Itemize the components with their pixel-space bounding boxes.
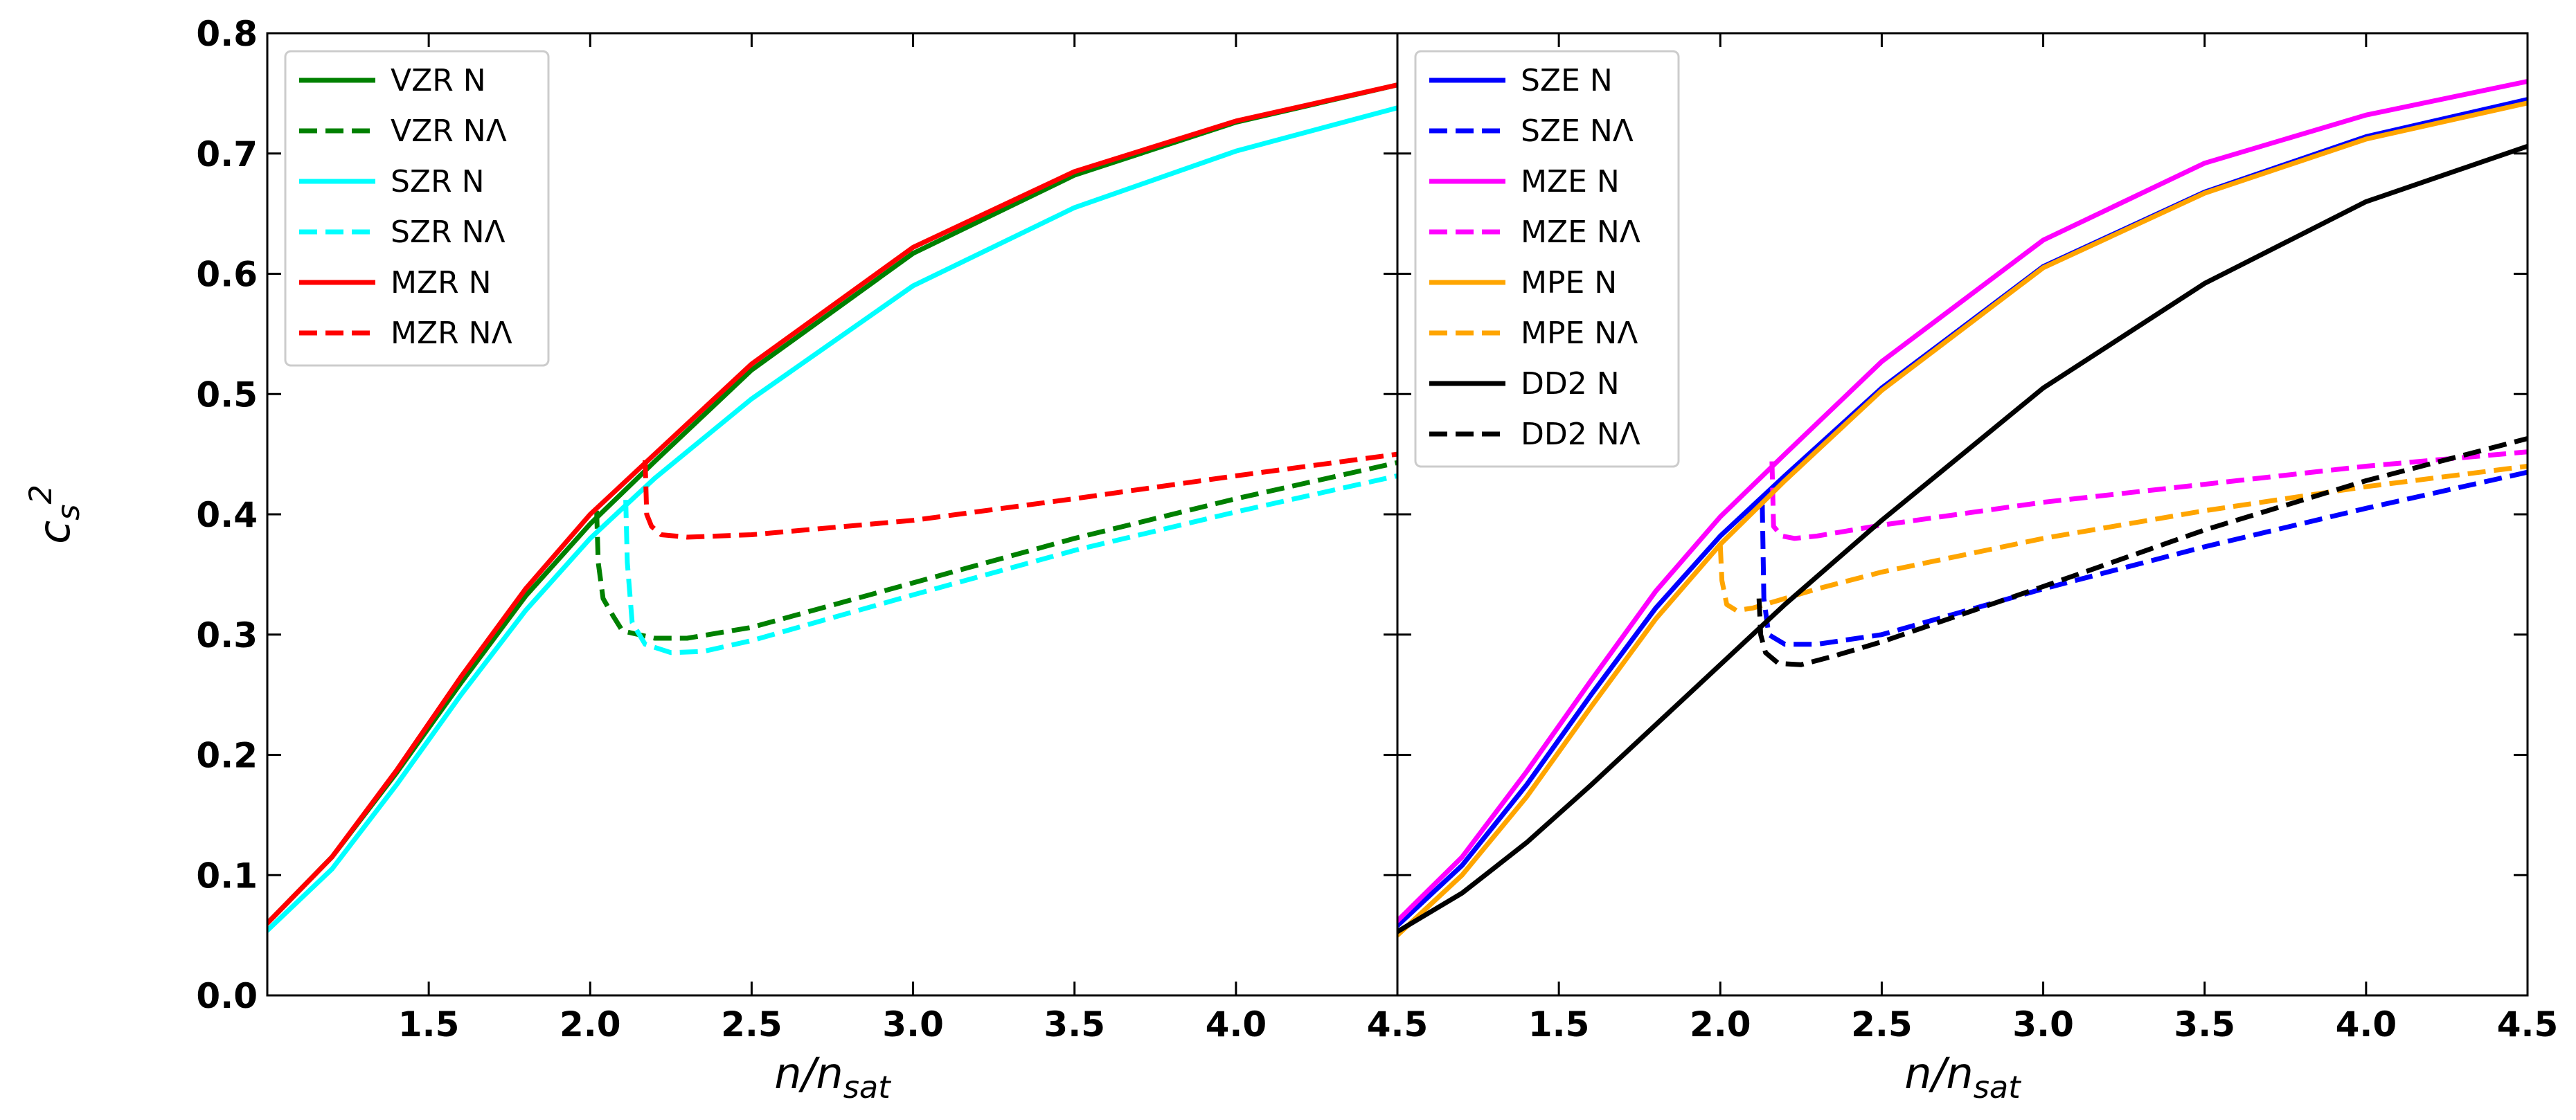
series-line-szr-nlambda xyxy=(623,473,1397,656)
right-x-tick-label: 3.5 xyxy=(2174,1004,2235,1045)
legend-label-mze-nlambda: MZE NΛ xyxy=(1521,215,1640,250)
y-tick-label: 0.6 xyxy=(196,255,258,295)
legend-label-mze-n: MZE N xyxy=(1521,164,1620,199)
legend-label-vzr-n: VZR N xyxy=(391,63,486,98)
series-line-vzr-nlambda xyxy=(594,460,1397,641)
series-line-mpe-nlambda xyxy=(1717,464,2528,613)
left-x-tick-label: 4.5 xyxy=(1367,1004,1429,1045)
right-legend: SZE N SZE NΛ MZE N MZE NΛ MPE N MPE NΛ DD2 N DD… xyxy=(1414,50,1680,468)
left-x-tick-label: 3.5 xyxy=(1044,1004,1105,1045)
y-axis-label-text: cs2 xyxy=(23,485,87,544)
right-series-group xyxy=(1397,79,2528,938)
y-tick-label: 0.1 xyxy=(196,856,258,896)
legend-label-mzr-nlambda: MZR NΛ xyxy=(391,316,512,351)
legend-label-szr-n: SZR N xyxy=(391,164,485,199)
series-line-dd2-nlambda xyxy=(1756,436,2528,667)
series-line-mze-nlambda xyxy=(1769,449,2528,541)
series-line-szr-n xyxy=(267,105,1397,933)
series-line-mzr-nlambda xyxy=(643,451,1397,540)
legend-label-sze-nlambda: SZE NΛ xyxy=(1521,114,1634,149)
legend-label-vzr-nlambda: VZR NΛ xyxy=(391,114,507,149)
left-x-tick-label: 4.0 xyxy=(1206,1004,1267,1045)
legend-label-mpe-nlambda: MPE NΛ xyxy=(1521,316,1638,351)
right-x-tick-label: 4.0 xyxy=(2336,1004,2397,1045)
left-x-tick-label: 2.0 xyxy=(560,1004,621,1045)
right-x-tick-label: 1.5 xyxy=(1528,1004,1590,1045)
series-line-sze-nlambda xyxy=(1760,469,2528,647)
legend-label-dd2-nlambda: DD2 NΛ xyxy=(1521,417,1640,452)
right-x-tick-label: 2.0 xyxy=(1690,1004,1751,1045)
left-legend: VZR N VZR NΛ SZR N SZR NΛ MZR N MZR NΛ xyxy=(284,50,550,367)
left-x-tick-label: 3.0 xyxy=(882,1004,944,1045)
y-tick-label: 0.4 xyxy=(196,495,258,535)
left-legend-box xyxy=(284,50,550,367)
legend-label-szr-nlambda: SZR NΛ xyxy=(391,215,506,250)
legend-label-sze-n: SZE N xyxy=(1521,63,1613,98)
y-tick-label: 0.2 xyxy=(196,736,258,776)
right-x-tick-label: 3.0 xyxy=(2012,1004,2074,1045)
legend-label-mzr-n: MZR N xyxy=(391,265,492,300)
y-tick-label: 0.3 xyxy=(196,615,258,656)
series-line-mze-n xyxy=(1397,79,2528,923)
y-tick-label: 0.5 xyxy=(196,374,258,415)
legend-label-dd2-n: DD2 N xyxy=(1521,366,1620,401)
series-line-mpe-n xyxy=(1397,100,2528,938)
right-x-tick-label: 2.5 xyxy=(1851,1004,1913,1045)
right-x-axis-label: n/nsat xyxy=(1904,1048,2021,1105)
right-x-tick-label: 4.5 xyxy=(2497,1004,2559,1045)
left-x-axis-label: n/nsat xyxy=(774,1048,891,1105)
y-tick-label: 0.0 xyxy=(196,976,258,1016)
left-x-tick-label: 2.5 xyxy=(721,1004,782,1045)
series-line-dd2-n xyxy=(1397,143,2528,934)
left-x-tick-label: 1.5 xyxy=(398,1004,460,1045)
legend-label-mpe-n: MPE N xyxy=(1521,265,1617,300)
y-tick-label: 0.8 xyxy=(196,14,258,54)
y-axis-label: cs2 xyxy=(23,485,87,544)
y-tick-label: 0.7 xyxy=(196,134,258,174)
left-series-group xyxy=(267,82,1397,933)
series-line-mzr-n xyxy=(267,82,1397,926)
panel-left: 1.5 2.0 2.5 3.0 3.5 4.0 4.5 0.0 0.1 0.2 0.3 0.4 0.5 0… xyxy=(196,14,1428,1105)
right-legend-box xyxy=(1414,50,1680,468)
panel-right: 1.5 2.0 2.5 3.0 3.5 4.0 4.5 n/nsat SZE N SZE NΛ MZ… xyxy=(1396,32,2559,1105)
